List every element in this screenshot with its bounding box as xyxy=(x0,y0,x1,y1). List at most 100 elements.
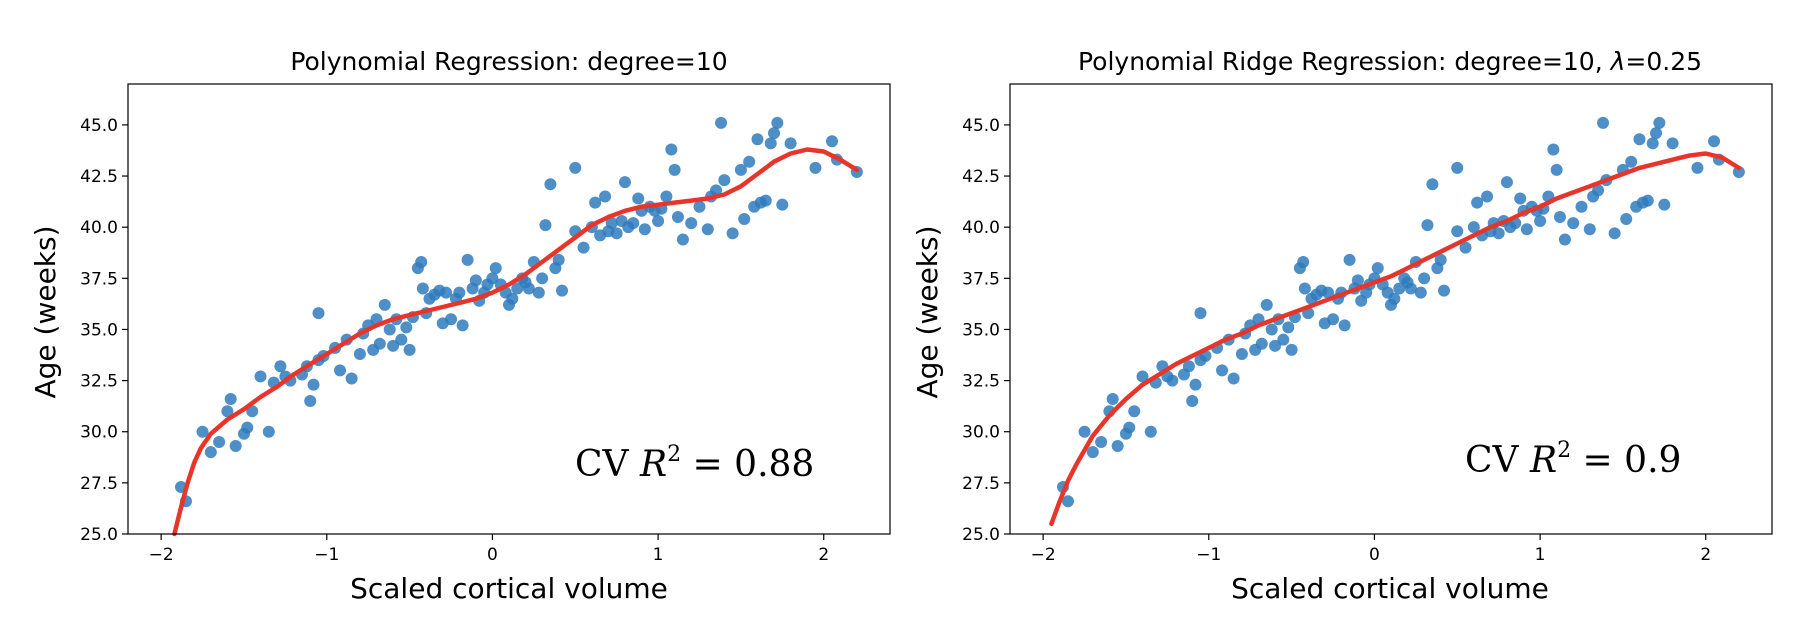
right-scatter-point xyxy=(1592,184,1605,197)
left-scatter-point xyxy=(506,292,519,305)
left-x-tick-label: −2 xyxy=(149,545,174,565)
right-scatter-point xyxy=(1186,395,1199,408)
left-y-axis-label: Age (weeks) xyxy=(29,225,62,398)
right-scatter-point xyxy=(1732,165,1745,178)
right-scatter-point xyxy=(1434,253,1447,266)
left-scatter-point xyxy=(539,219,552,232)
left-scatter-point xyxy=(254,370,267,383)
left-scatter-point xyxy=(768,127,781,140)
left-scatter-point xyxy=(373,337,386,350)
left-x-tick-label: 2 xyxy=(818,545,829,565)
right-ticks: −2 −1 0 1 2 25.0 27.5 30.0 32.5 35.0 37.5 40.0 42.5 4… xyxy=(962,116,1711,565)
right-scatter-point xyxy=(1646,137,1659,150)
right-y-tick-label: 42.5 xyxy=(962,167,1000,187)
right-y-tick-label: 45.0 xyxy=(962,116,1000,136)
left-scatter-point xyxy=(751,133,764,146)
right-scatter-point xyxy=(1136,370,1149,383)
right-scatter-point xyxy=(1567,217,1580,230)
right-scatter-point xyxy=(1404,282,1417,295)
left-scatter-point xyxy=(241,421,254,434)
right-scatter-point xyxy=(1620,213,1633,225)
left-scatter-point xyxy=(599,190,612,203)
right-y-tick-label: 37.5 xyxy=(962,269,1000,289)
left-scatter-point xyxy=(771,116,784,129)
right-scatter-point xyxy=(1189,378,1202,391)
right-scatter-point xyxy=(1260,298,1273,311)
left-scatter-point xyxy=(196,425,209,438)
right-scatter-point xyxy=(1514,192,1527,205)
right-scatter-point xyxy=(1086,446,1099,459)
right-scatter-point xyxy=(1255,337,1268,350)
left-scatter-point xyxy=(577,241,590,254)
right-scatter-point xyxy=(1418,272,1431,285)
right-scatter-point xyxy=(1658,198,1671,211)
left-scatter-point xyxy=(221,405,234,418)
right-scatter-point xyxy=(1426,178,1439,191)
left-scatter-point xyxy=(453,286,466,299)
left-y-tick-label: 25.0 xyxy=(80,525,118,545)
right-x-tick-label: −1 xyxy=(1196,545,1221,565)
right-scatter-point xyxy=(1451,225,1464,238)
right-scatter-point xyxy=(1111,440,1124,453)
right-scatter-point xyxy=(1633,133,1646,146)
left-y-tick-label: 40.0 xyxy=(80,218,118,238)
left-scatter-point xyxy=(511,282,524,295)
left-scatter-point xyxy=(569,161,582,174)
left-scatter-point xyxy=(415,255,428,268)
left-y-tick-label: 42.5 xyxy=(80,167,118,187)
left-scatter-points xyxy=(175,116,863,508)
right-scatter-point xyxy=(1322,286,1335,299)
left-scatter-point xyxy=(776,198,789,211)
left-scatter-point xyxy=(274,360,287,373)
right-scatter-point xyxy=(1550,163,1563,176)
left-scatter-point xyxy=(304,395,317,408)
left-scatter-point xyxy=(710,184,723,197)
left-scatter-point xyxy=(660,190,673,203)
left-cv-annotation: CV R2 = 0.88 xyxy=(575,442,814,485)
left-scatter-point xyxy=(536,272,549,285)
right-panel: Polynomial Ridge Regression: degree=10, … xyxy=(911,47,1773,605)
right-scatter-point xyxy=(1547,143,1560,156)
right-x-tick-label: 1 xyxy=(1535,545,1546,565)
left-scatter-point xyxy=(522,282,535,295)
left-scatter-point xyxy=(618,176,631,189)
left-y-tick-label: 27.5 xyxy=(80,474,118,494)
right-scatter-point xyxy=(1393,282,1406,295)
right-scatter-point xyxy=(1492,227,1505,240)
right-scatter-point xyxy=(1371,262,1384,275)
right-axes-frame xyxy=(1009,83,1773,535)
left-y-tick-label: 37.5 xyxy=(80,269,118,289)
right-y-tick-label: 25.0 xyxy=(962,525,1000,545)
left-scatter-point xyxy=(605,217,618,230)
right-scatter-point xyxy=(1583,223,1596,236)
left-ticks: −2 −1 0 1 2 25.0 27.5 30.0 32.5 35.0 37.5 40.0 42.5 4… xyxy=(80,116,829,565)
right-scatter-point xyxy=(1277,333,1290,346)
left-scatter-point xyxy=(312,307,325,320)
right-scatter-point xyxy=(1194,307,1207,320)
right-scatter-point xyxy=(1078,425,1091,438)
right-chart-title: Polynomial Ridge Regression: degree=10, … xyxy=(1078,47,1702,76)
right-scatter-point xyxy=(1467,221,1480,234)
left-y-tick-label: 32.5 xyxy=(80,372,118,392)
left-scatter-point xyxy=(486,272,499,285)
right-scatter-point xyxy=(1297,255,1310,268)
right-x-tick-label: 0 xyxy=(1369,545,1380,565)
right-scatter-point xyxy=(1227,372,1240,385)
left-x-tick-label: 1 xyxy=(653,545,664,565)
right-scatter-point xyxy=(1451,161,1464,174)
right-scatter-point xyxy=(1338,319,1351,332)
left-scatter-point xyxy=(387,339,400,352)
right-y-tick-label: 40.0 xyxy=(962,218,1000,238)
right-scatter-point xyxy=(1182,360,1195,373)
left-scatter-point xyxy=(726,227,739,240)
right-scatter-point xyxy=(1471,196,1484,209)
left-y-tick-label: 45.0 xyxy=(80,116,118,136)
left-scatter-point xyxy=(552,253,565,266)
left-x-axis-label: Scaled cortical volume xyxy=(350,572,668,605)
left-scatter-point xyxy=(400,321,413,334)
right-scatter-point xyxy=(1128,405,1141,418)
right-scatter-point xyxy=(1285,343,1298,356)
right-scatter-point xyxy=(1691,161,1704,174)
right-scatter-point xyxy=(1459,241,1472,254)
